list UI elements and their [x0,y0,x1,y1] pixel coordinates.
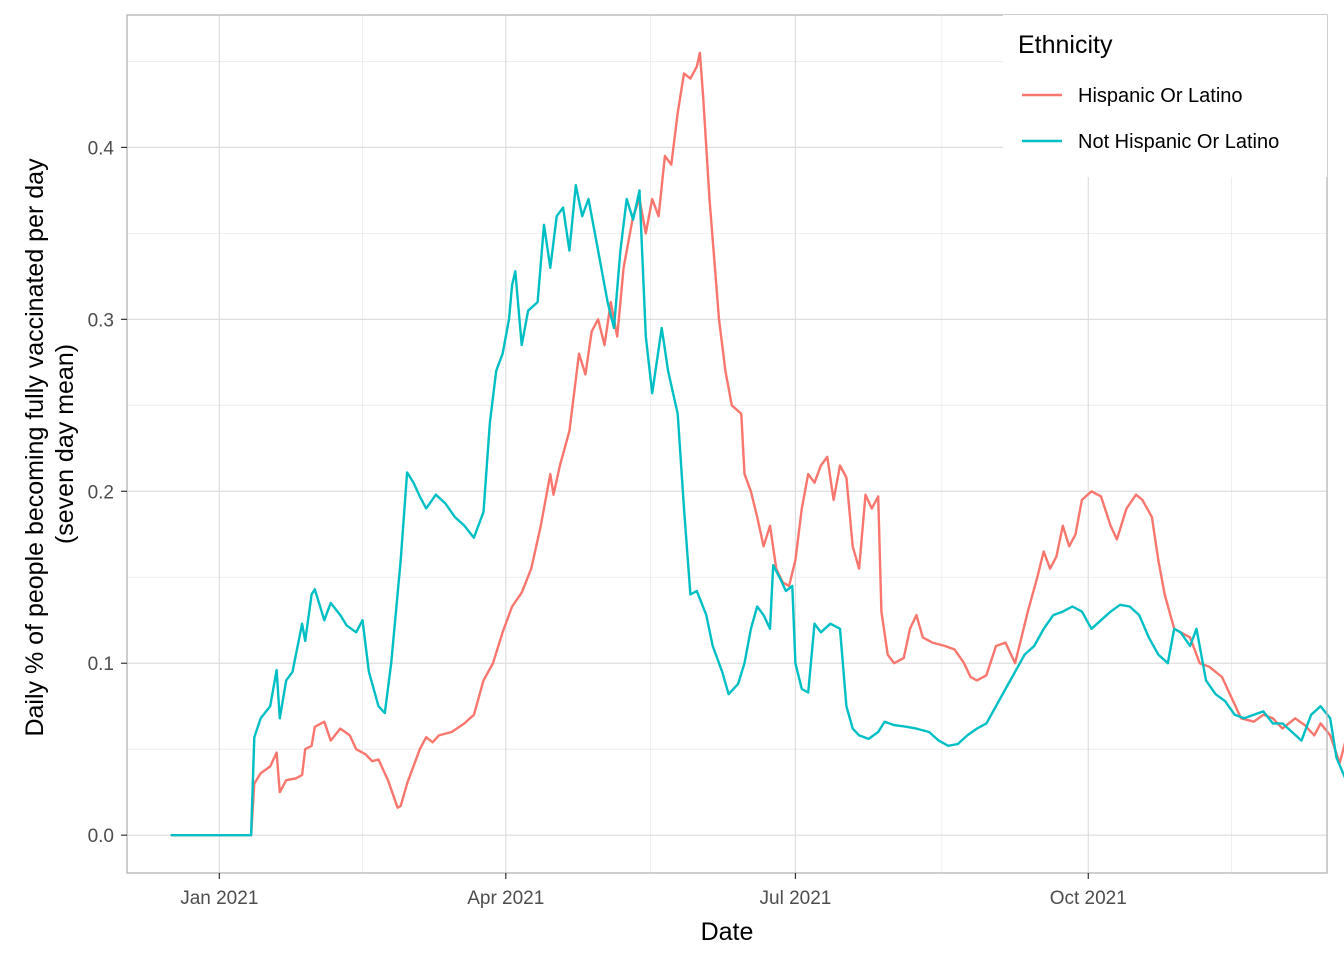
y-tick-label: 0.3 [88,310,114,331]
series-line-1 [170,51,1344,837]
legend-title: Ethnicity [1018,31,1113,59]
legend-label-2: Not Hispanic Or Latino [1078,131,1279,153]
y-axis-title: Daily % of people becoming fully vaccina… [21,151,79,736]
y-tick-label: 0.0 [88,826,114,847]
y-axis-title-line2: (seven day mean) [51,344,79,544]
legend-items: Hispanic Or Latino Not Hispanic Or Latino [1022,85,1279,153]
axis-ticks [121,146,1089,879]
x-tick-label: Jan 2021 [180,888,258,909]
y-tick-labels: 0.0 0.1 0.2 0.3 0.4 [88,138,115,847]
y-tick-label: 0.2 [88,482,114,503]
legend: Ethnicity Hispanic Or Latino Not Hispanic… [1003,15,1327,177]
series-lines [170,51,1344,837]
x-tick-labels: Jan 2021 Apr 2021 Jul 2021 Oct 2021 [180,888,1127,909]
x-axis-title: Date [701,918,754,946]
series-line-2 [170,184,1344,837]
y-tick-label: 0.1 [88,654,114,675]
plot-panel-border [126,14,1328,874]
x-tick-label: Oct 2021 [1050,888,1127,909]
x-tick-label: Jul 2021 [760,888,832,909]
y-tick-label: 0.4 [88,138,115,159]
x-tick-label: Apr 2021 [467,888,544,909]
y-axis-title-line1: Daily % of people becoming fully vaccina… [21,158,49,737]
legend-label-1: Hispanic Or Latino [1078,85,1243,107]
